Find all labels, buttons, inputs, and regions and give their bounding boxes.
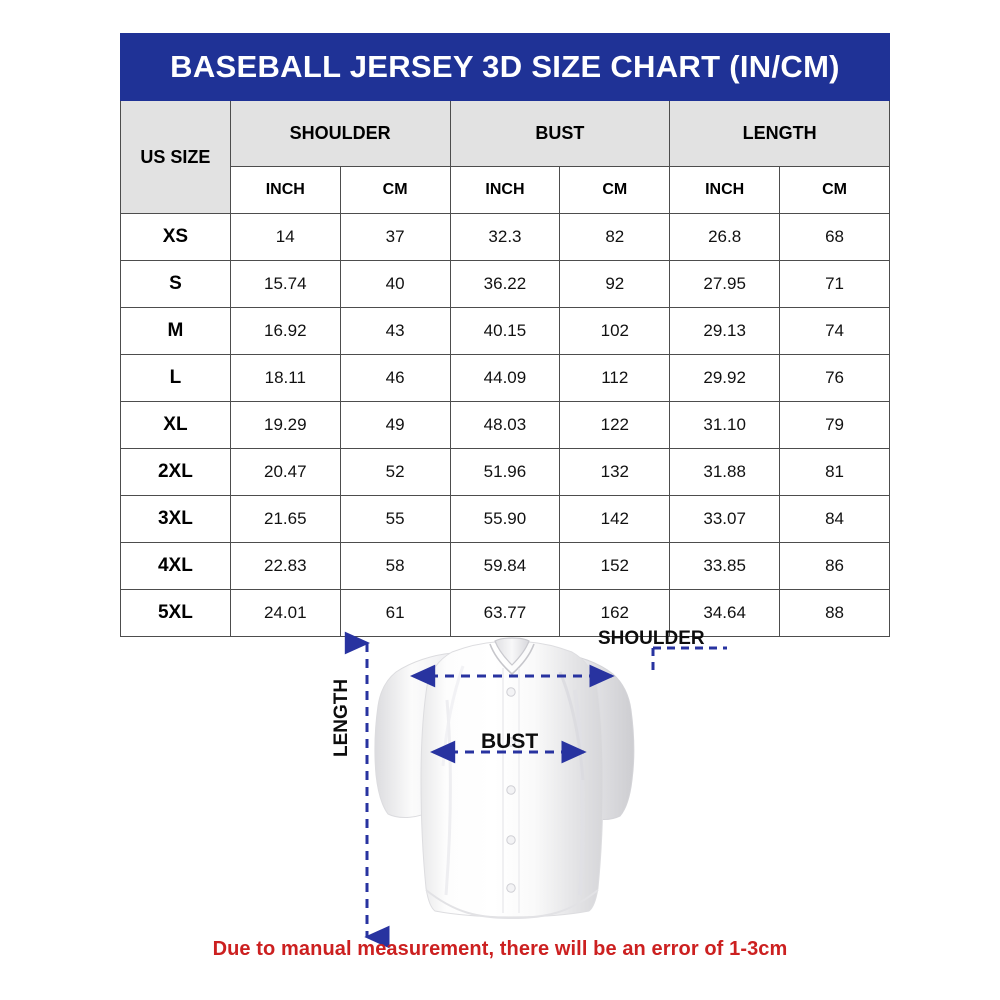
jersey-collar [494,637,530,666]
group-header-row: US SIZE SHOULDER BUST LENGTH [120,100,890,214]
bust-label: BUST [481,730,539,753]
cell-bust-inch: 63.77 [449,589,561,637]
cell-bust-inch: 36.22 [449,260,561,308]
table-row: M 16.92 43 40.15 102 29.13 74 [120,307,890,355]
jersey-button [506,835,516,845]
table-row: 2XL 20.47 52 51.96 132 31.88 81 [120,448,890,496]
size-chart-table: BASEBALL JERSEY 3D SIZE CHART (IN/CM) US… [120,33,890,637]
cell-shoulder-inch: 24.01 [229,589,341,637]
cell-length-inch: 33.85 [669,542,781,590]
table-row: 4XL 22.83 58 59.84 152 33.85 86 [120,542,890,590]
cell-size: 4XL [120,542,231,590]
table-row: L 18.11 46 44.09 112 29.92 76 [120,354,890,402]
cell-length-inch: 34.64 [669,589,781,637]
unit-header-shoulder-inch: INCH [229,166,341,214]
cell-shoulder-cm: 46 [339,354,451,402]
cell-bust-cm: 122 [559,401,671,449]
measurement-disclaimer: Due to manual measurement, there will be… [212,938,788,960]
cell-shoulder-cm: 58 [339,542,451,590]
cell-size: M [120,307,231,355]
cell-bust-cm: 82 [559,213,671,261]
unit-header-length-inch: INCH [669,166,781,214]
cell-shoulder-inch: 18.11 [229,354,341,402]
cell-shoulder-cm: 55 [339,495,451,543]
cell-bust-inch: 48.03 [449,401,561,449]
jersey-hem [425,889,599,920]
cell-bust-cm: 92 [559,260,671,308]
cell-size: 3XL [120,495,231,543]
jersey-button [506,883,516,893]
cell-shoulder-cm: 37 [339,213,451,261]
cell-length-cm: 74 [779,307,890,355]
cell-shoulder-inch: 15.74 [229,260,341,308]
cell-length-cm: 79 [779,401,890,449]
cell-size: XL [120,401,231,449]
cell-bust-inch: 40.15 [449,307,561,355]
cell-bust-cm: 102 [559,307,671,355]
cell-length-cm: 88 [779,589,890,637]
table-row: 5XL 24.01 61 63.77 162 34.64 88 [120,589,890,637]
cell-length-cm: 68 [779,213,890,261]
cell-shoulder-cm: 52 [339,448,451,496]
cell-size: 5XL [120,589,231,637]
cell-shoulder-inch: 21.65 [229,495,341,543]
cell-length-cm: 71 [779,260,890,308]
cell-bust-inch: 44.09 [449,354,561,402]
column-header-length: LENGTH [669,100,890,167]
cell-shoulder-cm: 40 [339,260,451,308]
cell-size: S [120,260,231,308]
cell-length-cm: 84 [779,495,890,543]
jersey-button [506,687,516,697]
cell-size: XS [120,213,231,261]
cell-length-cm: 86 [779,542,890,590]
cell-length-inch: 31.88 [669,448,781,496]
table-title-row: BASEBALL JERSEY 3D SIZE CHART (IN/CM) [120,33,890,101]
cell-bust-cm: 132 [559,448,671,496]
table-row: S 15.74 40 36.22 92 27.95 71 [120,260,890,308]
unit-header-row: INCH CM INCH CM INCH CM [121,166,890,214]
cell-bust-inch: 51.96 [449,448,561,496]
unit-header-shoulder-cm: CM [339,166,451,214]
cell-bust-inch: 59.84 [449,542,561,590]
unit-header-length-cm: CM [779,166,890,214]
column-header-bust: BUST [449,100,671,167]
cell-bust-cm: 162 [559,589,671,637]
jersey-button [506,785,516,795]
cell-length-cm: 76 [779,354,890,402]
jersey-fold [573,689,585,896]
cell-size: 2XL [120,448,231,496]
cell-length-inch: 27.95 [669,260,781,308]
cell-shoulder-inch: 14 [229,213,341,261]
jersey-body [420,641,604,918]
unit-header-bust-cm: CM [559,166,671,214]
cell-shoulder-inch: 22.83 [229,542,341,590]
cell-length-inch: 26.8 [669,213,781,261]
length-label: LENGTH [331,678,352,757]
cell-shoulder-cm: 61 [339,589,451,637]
shoulder-label: SHOULDER [598,628,705,649]
cell-length-inch: 29.92 [669,354,781,402]
page-title: BASEBALL JERSEY 3D SIZE CHART (IN/CM) [120,33,890,101]
